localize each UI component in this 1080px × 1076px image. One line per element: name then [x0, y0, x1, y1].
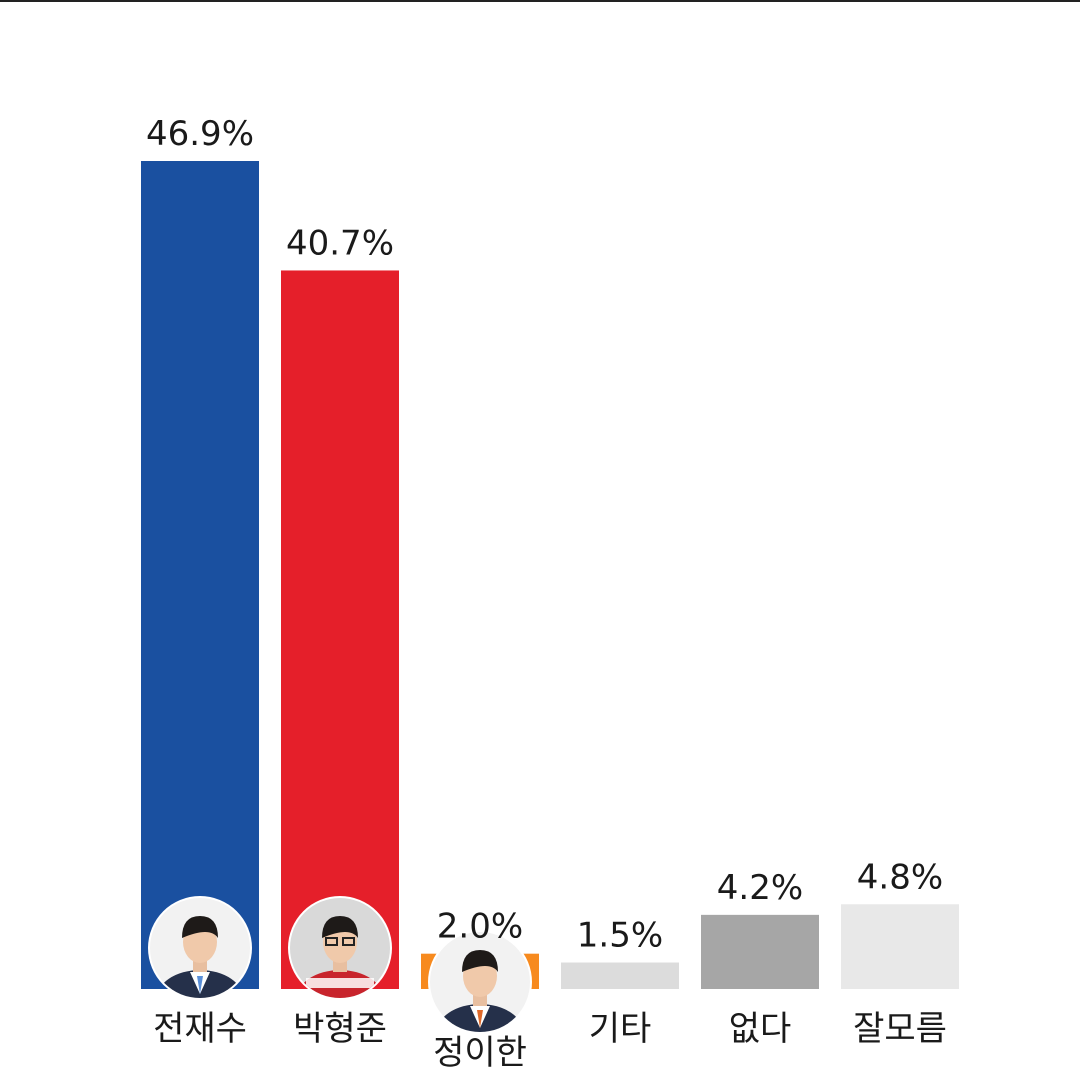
category-label-4: 기타: [589, 1009, 652, 1049]
value-label-6: 4.8%: [857, 857, 943, 897]
category-label-5: 없다: [729, 1009, 792, 1049]
value-label-4: 1.5%: [577, 916, 663, 956]
category-label-1: 전재수: [153, 1009, 247, 1049]
bar-2: [281, 270, 399, 989]
category-label-3: 정이한: [433, 1033, 527, 1073]
bar-4: [561, 962, 679, 989]
value-label-5: 4.2%: [717, 868, 803, 908]
category-label-6: 잘모름: [853, 1009, 947, 1049]
value-label-3: 2.0%: [437, 907, 523, 947]
value-labels: 46.9% 40.7% 2.0% 1.5% 4.2% 4.8%: [146, 114, 943, 956]
value-label-2: 40.7%: [286, 223, 394, 263]
value-label-1: 46.9%: [146, 114, 254, 154]
bar-5: [701, 914, 819, 989]
bars: [141, 161, 959, 989]
candidate-avatars: [148, 896, 532, 1034]
bar-1: [141, 161, 259, 989]
candidate-avatar-2: [288, 896, 392, 1000]
category-label-2: 박형준: [293, 1009, 387, 1049]
bar-6: [841, 904, 959, 989]
candidate-avatar-1: [148, 896, 252, 1000]
candidate-avatar-3: [428, 930, 532, 1034]
top-divider: [0, 0, 1080, 2]
